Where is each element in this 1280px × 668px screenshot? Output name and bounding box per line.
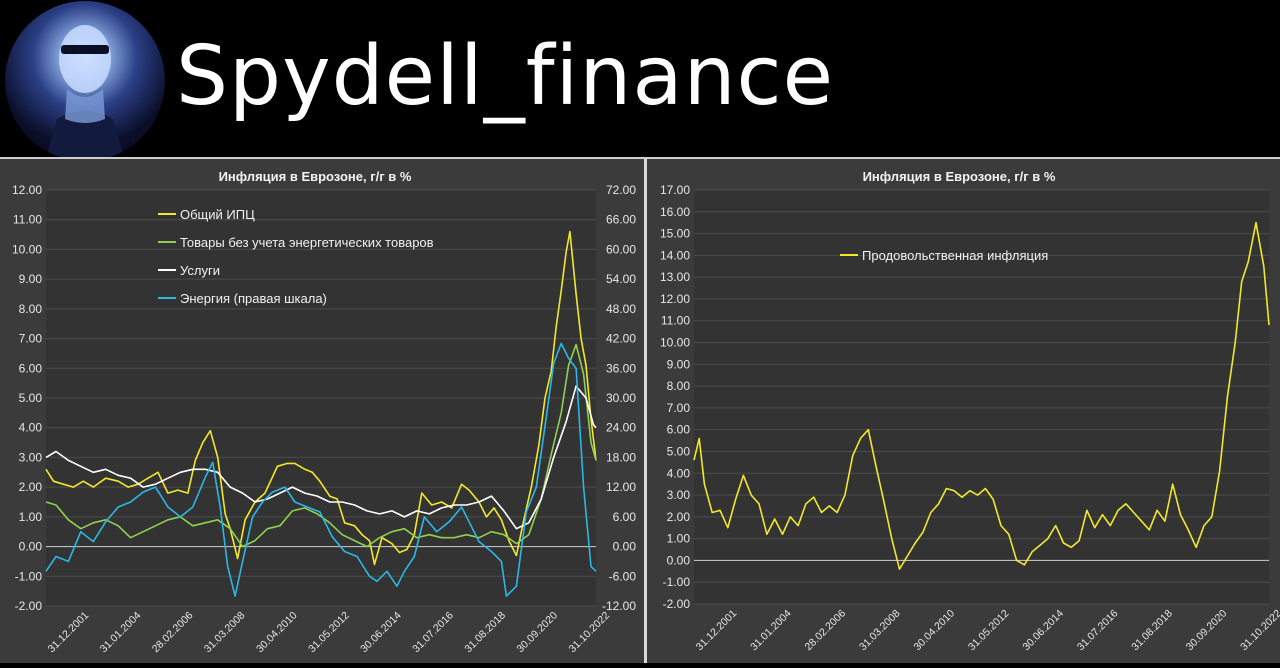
- y-left-tick-label: 7.00: [19, 332, 43, 346]
- chart-left: 12.00 11.00 10.00 9.00 8.00 7.00 6.00 5.00 4.00 3…: [12, 169, 637, 655]
- y-right-tick-label: 66.00: [606, 213, 636, 227]
- chart-right: 17.00 16.00 15.00 14.00 13.00 12.00 11.00 10.00…: [660, 169, 1280, 653]
- y-left-tick-label: 1.00: [667, 532, 691, 546]
- legend-label: Общий ИПЦ: [180, 207, 255, 222]
- y-left-tick-label: 0.00: [667, 553, 691, 567]
- x-tick-label: 31.12.2001: [46, 609, 92, 655]
- y-right-tick-label: -6.00: [609, 569, 637, 583]
- legend-label: Энергия (правая шкала): [180, 291, 327, 306]
- y-right-tick-label: 48.00: [606, 302, 636, 316]
- y-right-tick-label: 42.00: [606, 332, 636, 346]
- y-right-tick-label: 54.00: [606, 272, 636, 286]
- y-left-tick-label: 2.00: [19, 480, 43, 494]
- x-tick-label: 31.01.2004: [98, 609, 144, 655]
- y-left-tick-label: 12.00: [12, 183, 42, 197]
- chart-panel-left: 12.00 11.00 10.00 9.00 8.00 7.00 6.00 5.00 4.00 3…: [0, 159, 644, 663]
- y-left-tick-label: 5.00: [19, 391, 43, 405]
- y-right-tick-label: 36.00: [606, 361, 636, 375]
- y-right-tick-label: 12.00: [606, 480, 636, 494]
- y-right-tick-label: 18.00: [606, 450, 636, 464]
- chart-title: Инфляция в Еврозоне, г/г в %: [863, 169, 1056, 184]
- x-tick-label: 31.12.2001: [694, 607, 740, 653]
- y-left-tick-label: 8.00: [667, 379, 691, 393]
- y-left-tick-label: 10.00: [660, 336, 690, 350]
- y-left-tick-label: 7.00: [667, 401, 691, 415]
- y-left-tick-label: 13.00: [660, 270, 690, 284]
- series-line: [45, 385, 597, 530]
- y-left-tick-label: 9.00: [667, 357, 691, 371]
- y-left-tick-label: -1.00: [663, 575, 691, 589]
- plot-area: [694, 190, 1269, 604]
- y-left-tick-label: 0.00: [19, 540, 43, 554]
- x-tick-label: 30.06.2014: [358, 609, 404, 655]
- y-left-tick-label: 12.00: [660, 292, 690, 306]
- y-left-tick-label: 10.00: [12, 242, 42, 256]
- y-left-tick-label: 15.00: [660, 227, 690, 241]
- y-right-tick-label: 0.00: [613, 540, 637, 554]
- x-tick-label: 31.03.2008: [202, 609, 248, 655]
- series-line: [45, 230, 597, 566]
- y-right-tick-label: 72.00: [606, 183, 636, 197]
- header-separator: [0, 157, 1280, 159]
- y-left-tick-label: 11.00: [661, 314, 690, 328]
- y-right-tick-label: 30.00: [606, 391, 636, 405]
- legend-label: Услуги: [180, 263, 220, 278]
- y-left-tick-label: -2.00: [15, 599, 43, 613]
- y-left-tick-label: 8.00: [19, 302, 43, 316]
- legend-label: Товары без учета энергетических товаров: [180, 235, 434, 250]
- x-tick-label: 30.09.2020: [1184, 607, 1230, 653]
- y-left-tick-label: 4.00: [19, 421, 43, 435]
- y-left-tick-label: 11.00: [13, 213, 42, 227]
- y-left-tick-label: 5.00: [667, 444, 691, 458]
- y-left-tick-label: 14.00: [660, 248, 690, 262]
- x-tick-label: 30.09.2020: [514, 609, 560, 655]
- x-tick-label: 30.04.2010: [911, 607, 957, 653]
- y-left-tick-label: 1.00: [19, 510, 43, 524]
- legend-label: Продовольственная инфляция: [862, 248, 1048, 263]
- y-left-tick-label: 16.00: [660, 205, 690, 219]
- channel-avatar[interactable]: [5, 1, 165, 161]
- x-tick-label: 31.03.2008: [857, 607, 903, 653]
- x-tick-label: 30.06.2014: [1020, 607, 1066, 653]
- x-tick-label: 30.04.2010: [254, 609, 300, 655]
- y-right-tick-label: -12.00: [602, 599, 636, 613]
- series-line: [693, 221, 1270, 570]
- x-tick-label: 31.08.2018: [1129, 607, 1175, 653]
- x-tick-label: 28.02.2006: [150, 609, 196, 655]
- x-tick-label: 28.02.2006: [803, 607, 849, 653]
- y-left-tick-label: 2.00: [667, 510, 691, 524]
- y-left-tick-label: -1.00: [15, 569, 43, 583]
- series-line: [45, 343, 597, 548]
- chart-title: Инфляция в Еврозоне, г/г в %: [219, 169, 412, 184]
- y-left-tick-label: 6.00: [19, 361, 43, 375]
- x-tick-label: 31.10.2022: [567, 609, 613, 655]
- x-tick-label: 31.05.2012: [306, 609, 352, 655]
- series-line: [45, 342, 597, 597]
- y-left-tick-label: 17.00: [660, 183, 690, 197]
- y-right-tick-label: 6.00: [613, 510, 637, 524]
- channel-name: Spydell_finance: [176, 29, 835, 124]
- chart-panel-right: 17.00 16.00 15.00 14.00 13.00 12.00 11.00 10.00…: [647, 159, 1280, 663]
- x-tick-label: 31.05.2012: [966, 607, 1012, 653]
- y-left-tick-label: 6.00: [667, 423, 691, 437]
- channel-header: Spydell_finance: [0, 0, 1280, 161]
- x-tick-label: 31.07.2016: [410, 609, 456, 655]
- y-left-tick-label: -2.00: [663, 597, 691, 611]
- y-left-tick-label: 3.00: [19, 450, 43, 464]
- y-left-tick-label: 3.00: [667, 488, 691, 502]
- x-tick-label: 31.01.2004: [748, 607, 794, 653]
- y-right-tick-label: 60.00: [606, 242, 636, 256]
- y-left-tick-label: 4.00: [667, 466, 691, 480]
- x-tick-label: 31.07.2016: [1075, 607, 1121, 653]
- x-tick-label: 31.08.2018: [462, 609, 508, 655]
- x-tick-label: 31.10.2022: [1238, 607, 1280, 653]
- y-right-tick-label: 24.00: [606, 421, 636, 435]
- avatar-portrait-icon: [45, 25, 125, 161]
- panel-divider: [644, 159, 647, 663]
- y-left-tick-label: 9.00: [19, 272, 43, 286]
